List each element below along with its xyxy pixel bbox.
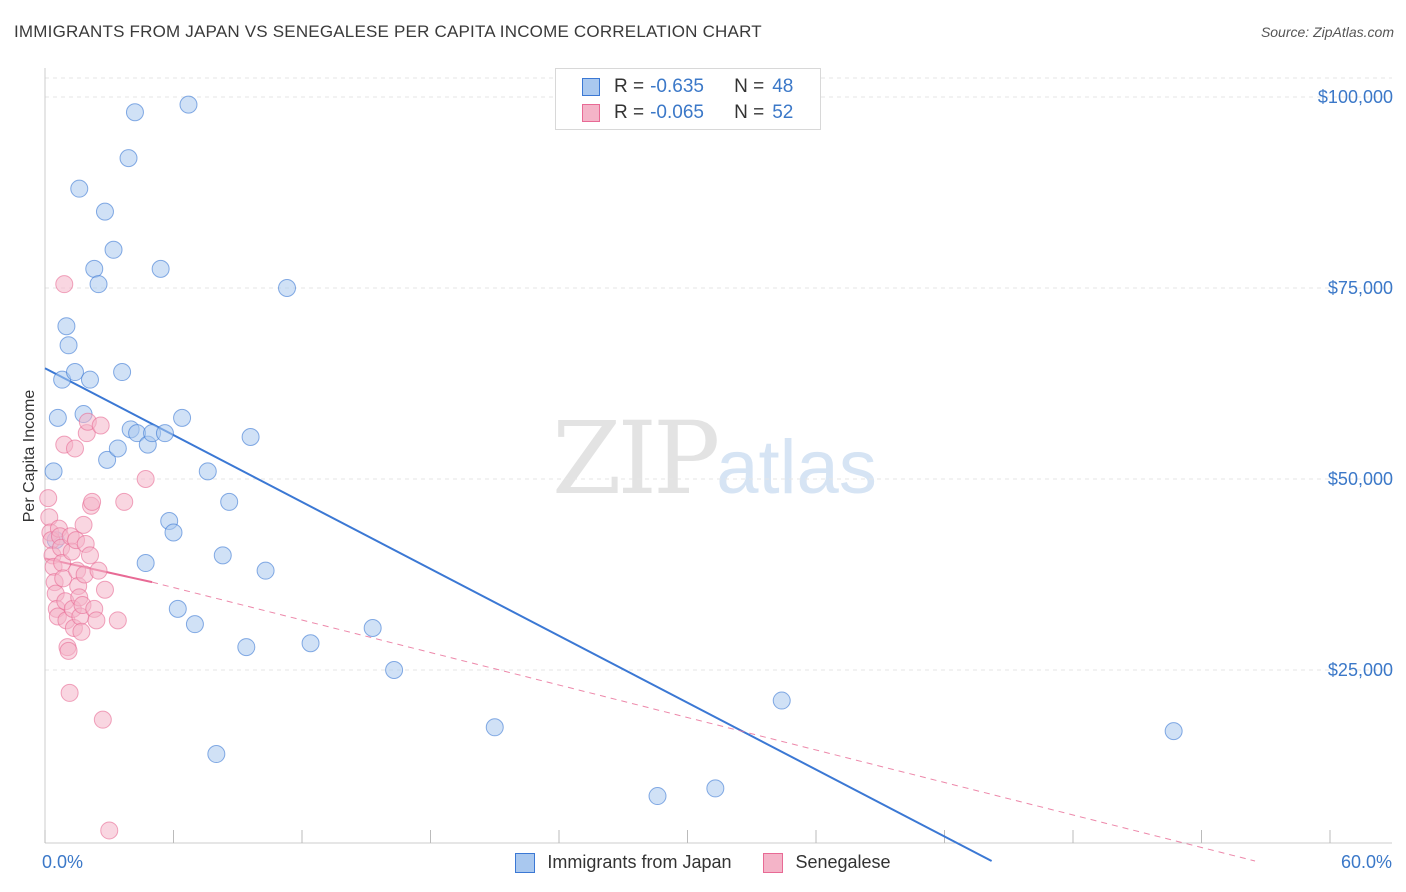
point-senegalese	[55, 275, 74, 294]
point-japan	[80, 370, 99, 389]
point-japan	[59, 336, 78, 355]
point-japan	[89, 275, 108, 294]
point-senegalese	[74, 515, 93, 534]
point-japan	[237, 638, 256, 657]
point-senegalese	[115, 492, 134, 511]
point-japan	[113, 363, 132, 382]
point-japan	[1164, 722, 1183, 741]
point-japan	[95, 202, 114, 221]
axes	[44, 68, 1392, 844]
point-japan	[136, 554, 155, 573]
point-senegalese	[83, 492, 102, 511]
point-japan	[70, 179, 89, 198]
y-tick-label: $50,000	[1328, 469, 1393, 489]
legend-label-senegalese: Senegalese	[795, 852, 891, 872]
y-tick-labels: $25,000 $50,000 $75,000 $100,000	[1318, 87, 1393, 680]
point-senegalese	[100, 821, 119, 840]
point-japan	[48, 408, 67, 427]
gridlines	[45, 77, 1392, 671]
point-japan	[125, 103, 144, 122]
legend-label-japan: Immigrants from Japan	[547, 852, 732, 872]
trend-japan	[44, 367, 993, 862]
r-label: R =	[614, 76, 645, 97]
data-points	[39, 95, 1183, 840]
chart-title: IMMIGRANTS FROM JAPAN VS SENEGALESE PER …	[14, 22, 762, 41]
trend-senegalese-extended	[151, 581, 1256, 862]
r-value: -0.635	[650, 76, 704, 97]
point-japan	[385, 661, 404, 679]
legend-item-senegalese[interactable]: Senegalese	[763, 852, 891, 873]
trend-lines	[44, 367, 1256, 862]
point-senegalese	[60, 683, 79, 702]
point-japan	[168, 599, 187, 618]
point-japan	[706, 779, 725, 798]
point-japan	[220, 492, 239, 511]
point-japan	[198, 462, 217, 481]
r-value: -0.065	[650, 102, 704, 123]
point-japan	[772, 691, 791, 710]
point-japan	[155, 424, 174, 443]
point-senegalese	[39, 489, 58, 508]
y-tick-label: $100,000	[1318, 87, 1393, 107]
n-value: 52	[772, 102, 794, 123]
point-senegalese	[95, 580, 114, 599]
point-senegalese	[72, 622, 91, 641]
legend-swatch-senegalese	[582, 104, 600, 122]
correlation-legend: R = -0.635 N = 48 R = -0.065 N = 52	[555, 68, 821, 130]
y-tick-label: $75,000	[1328, 278, 1393, 298]
point-japan	[648, 787, 667, 806]
legend-row-japan: R = -0.635 N = 48	[582, 75, 793, 99]
point-japan	[57, 317, 76, 336]
watermark: ZIPatlas	[552, 400, 877, 517]
point-japan	[256, 561, 275, 580]
point-senegalese	[87, 611, 106, 630]
point-japan	[85, 259, 104, 278]
point-japan	[363, 618, 382, 637]
point-japan	[151, 259, 170, 278]
point-japan	[164, 523, 183, 542]
n-label: N =	[734, 76, 765, 97]
watermark-atlas: atlas	[716, 425, 877, 510]
point-japan	[44, 462, 63, 481]
legend-row-senegalese: R = -0.065 N = 52	[582, 101, 793, 125]
y-axis-label: Per Capita Income	[21, 390, 38, 523]
point-japan	[278, 279, 297, 297]
point-japan	[301, 634, 320, 653]
point-japan	[213, 546, 232, 565]
point-senegalese	[59, 641, 78, 660]
y-tick-label: $25,000	[1328, 660, 1393, 680]
point-japan	[65, 363, 84, 382]
legend-swatch-japan	[582, 78, 600, 96]
point-senegalese	[89, 561, 108, 580]
point-japan	[179, 95, 198, 114]
x-axis-max-label: 60.0%	[1340, 852, 1392, 872]
n-value: 48	[772, 76, 794, 97]
point-senegalese	[91, 416, 110, 435]
series-legend: Immigrants from Japan Senegalese	[0, 852, 1406, 873]
watermark-zip: ZIP	[552, 400, 720, 517]
point-senegalese	[54, 569, 73, 588]
point-japan	[485, 718, 504, 737]
point-senegalese	[80, 546, 99, 565]
legend-swatch-senegalese	[763, 852, 784, 873]
point-japan	[104, 240, 123, 259]
point-japan	[207, 745, 226, 764]
legend-item-japan[interactable]: Immigrants from Japan	[515, 852, 731, 873]
legend-swatch-japan	[515, 852, 536, 873]
point-japan	[173, 408, 192, 427]
n-label: N =	[734, 102, 765, 123]
point-senegalese	[65, 439, 84, 458]
point-japan	[185, 615, 204, 634]
source-label: Source: ZipAtlas.com	[1260, 24, 1394, 40]
point-japan	[119, 149, 138, 168]
x-axis-min-label: 0.0%	[42, 852, 84, 872]
point-senegalese	[136, 470, 155, 488]
r-label: R =	[614, 102, 645, 123]
point-senegalese	[93, 710, 112, 729]
point-japan	[241, 427, 260, 446]
point-senegalese	[108, 611, 127, 630]
point-japan	[98, 450, 117, 469]
point-japan	[108, 439, 127, 458]
